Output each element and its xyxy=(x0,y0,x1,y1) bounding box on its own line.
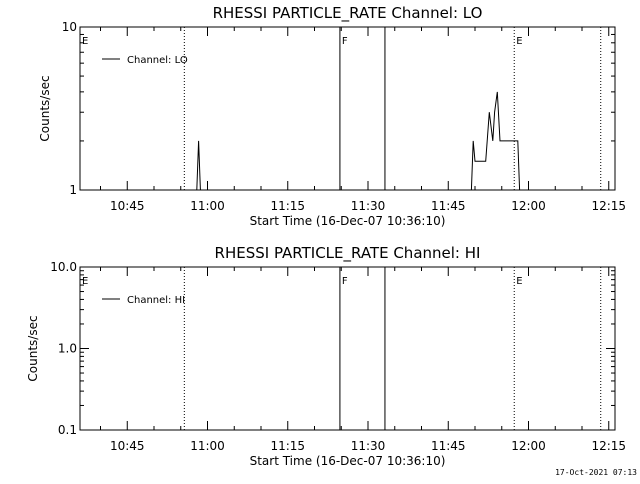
event-marker-label: E xyxy=(82,276,88,287)
x-tick-label: 11:15 xyxy=(270,439,305,453)
chart-title: RHESSI PARTICLE_RATE Channel: HI xyxy=(215,244,481,263)
y-tick-label: 0.1 xyxy=(58,423,77,437)
y-tick-label: 10 xyxy=(62,20,77,34)
x-tick-label: 12:00 xyxy=(511,199,546,213)
x-tick-label: 11:00 xyxy=(190,199,225,213)
legend-label: Channel: HI xyxy=(127,295,185,306)
x-tick-label: 11:30 xyxy=(351,199,386,213)
event-marker-label: E xyxy=(82,36,88,47)
x-tick-label: 11:30 xyxy=(351,439,386,453)
event-marker-label: F xyxy=(342,36,348,47)
x-tick-label: 10:45 xyxy=(110,199,145,213)
plot-frame xyxy=(79,266,616,431)
x-tick-label: 11:15 xyxy=(270,199,305,213)
y-axis-label: Counts/sec xyxy=(38,75,52,141)
series-line xyxy=(196,91,522,191)
x-tick-label: 11:45 xyxy=(431,199,466,213)
chart-title: RHESSI PARTICLE_RATE Channel: LO xyxy=(213,4,483,23)
x-tick-label: 11:45 xyxy=(431,439,466,453)
x-tick-label: 12:15 xyxy=(591,439,626,453)
legend-label: Channel: LO xyxy=(127,55,188,66)
x-axis-label: Start Time (16-Dec-07 10:36:10) xyxy=(250,454,446,468)
footer-timestamp: 17-Oct-2021 07:13 xyxy=(555,468,637,477)
x-tick-label: 12:00 xyxy=(511,439,546,453)
x-tick-label: 12:15 xyxy=(591,199,626,213)
y-axis-label: Counts/sec xyxy=(26,315,40,381)
event-marker-label: E xyxy=(516,36,522,47)
x-tick-label: 11:00 xyxy=(190,439,225,453)
y-tick-label: 1 xyxy=(69,183,77,197)
y-tick-label: 10.0 xyxy=(50,260,77,274)
plot-frame xyxy=(79,26,616,191)
x-tick-label: 10:45 xyxy=(110,439,145,453)
event-marker-label: F xyxy=(342,276,348,287)
x-axis-label: Start Time (16-Dec-07 10:36:10) xyxy=(250,214,446,228)
event-marker-label: E xyxy=(516,276,522,287)
y-tick-label: 1.0 xyxy=(58,342,77,356)
